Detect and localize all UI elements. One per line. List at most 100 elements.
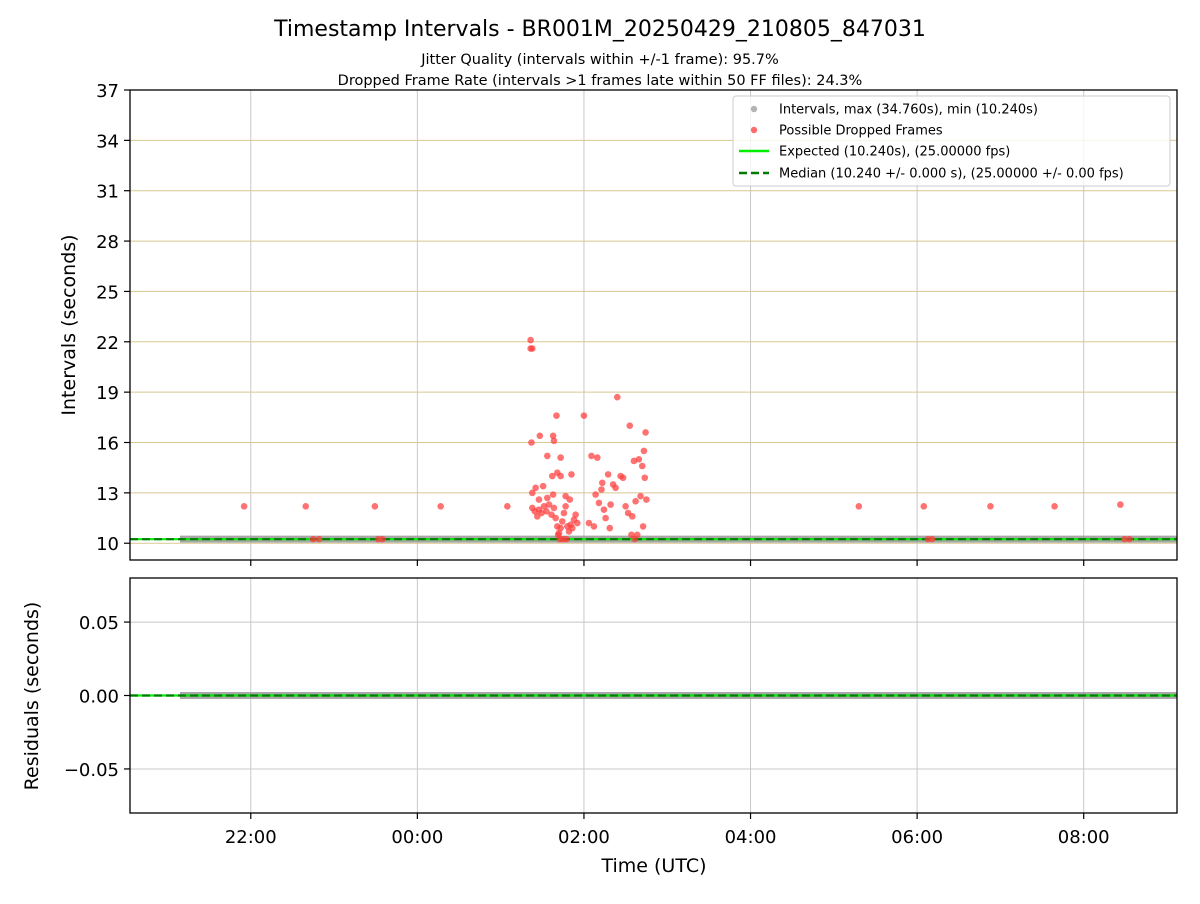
dropped-frame-point-2: [309, 535, 317, 543]
dropped-frame-point-78: [622, 502, 629, 510]
dropped-frame-point-94: [631, 535, 639, 543]
dropped-frame-point-74: [606, 524, 614, 532]
dropped-frame-point-27: [544, 494, 551, 502]
x-tick-label-2: 02:00: [558, 827, 610, 848]
dropped-frame-point-88: [639, 523, 647, 530]
dropped-frame-point-44: [557, 524, 564, 532]
dropped-frame-point-86: [637, 492, 644, 500]
dropped-frame-point-22: [568, 471, 575, 478]
dropped-frame-point-6: [379, 535, 386, 543]
dropped-frame-point-82: [630, 457, 638, 465]
legend-box: [732, 95, 1171, 187]
legend-label-intervals: Intervals, max (34.760s), min (10.240s): [779, 103, 1038, 118]
dropped-frame-point-28: [549, 491, 557, 498]
top-y-tick-label-3: 19: [96, 383, 119, 404]
legend: Intervals, max (34.760s), min (10.240s) …: [732, 95, 1171, 187]
chart-title: Timestamp Intervals - BR001M_20250429_21…: [273, 17, 926, 42]
bottom-panel-axes: −0.05 0.00 0.05 22:00 00:00 02:00 04:00 06:00 08…: [64, 577, 1178, 848]
x-tick-label-4: 06:00: [891, 827, 943, 848]
dropped-frame-point-15: [550, 437, 558, 445]
dropped-frame-point-37: [543, 508, 550, 515]
dropped-frame-point-64: [592, 491, 599, 498]
legend-label-dropped: Possible Dropped Frames: [779, 124, 943, 139]
top-y-tick-label-0: 10: [96, 534, 119, 555]
dropped-frame-point-91: [642, 429, 649, 436]
dropped-frame-point-47: [562, 502, 569, 510]
dropped-frame-point-51: [568, 524, 576, 532]
top-y-axis-label: Intervals (seconds): [58, 234, 80, 415]
top-y-tick-label-5: 25: [96, 282, 119, 303]
dropped-frame-point-71: [607, 501, 614, 508]
dropped-frame-point-9: [527, 336, 534, 344]
legend-marker-intervals: [750, 105, 758, 113]
dropped-frame-point-98: [928, 535, 936, 543]
dropped-frame-point-1: [302, 502, 310, 510]
dropped-frame-point-17: [544, 452, 551, 460]
dropped-frame-point-8: [504, 502, 511, 510]
dropped-frame-point-80: [626, 422, 634, 430]
dropped-frame-point-0: [240, 502, 248, 510]
legend-marker-dropped: [750, 126, 758, 134]
dropped-frame-point-12: [528, 439, 535, 446]
dropped-frame-point-60: [588, 452, 595, 460]
dropped-frame-point-11: [529, 345, 536, 352]
dropped-frame-point-89: [640, 447, 648, 455]
chart-subtitle-dropped: Dropped Frame Rate (intervals >1 frames …: [338, 73, 863, 89]
dropped-frame-point-54: [573, 519, 581, 527]
dropped-frame-point-23: [532, 484, 539, 492]
dropped-frame-point-77: [619, 474, 627, 482]
dropped-frame-point-68: [600, 506, 608, 513]
dropped-frame-point-30: [566, 496, 574, 503]
dropped-frame-point-65: [595, 499, 603, 507]
x-tick-label-5: 08:00: [1058, 827, 1110, 848]
dropped-frame-point-40: [550, 504, 558, 512]
bottom-y-tick-label-2: 0.05: [79, 613, 119, 634]
dropped-frame-point-59: [580, 412, 588, 419]
x-tick-label-1: 00:00: [391, 827, 443, 848]
dropped-frame-point-95: [855, 502, 863, 510]
dropped-frame-point-90: [641, 474, 649, 482]
top-y-tick-label-6: 28: [96, 232, 119, 253]
bottom-y-tick-label-1: 0.00: [79, 687, 119, 708]
chart-subtitle-jitter: Jitter Quality (intervals within +/-1 fr…: [420, 52, 779, 68]
dropped-frame-point-99: [987, 502, 994, 510]
dropped-frame-point-57: [563, 535, 570, 543]
x-tick-label-0: 22:00: [225, 827, 277, 848]
top-y-tick-label-2: 16: [96, 434, 119, 455]
dropped-frame-point-62: [585, 519, 593, 527]
dropped-frame-point-18: [557, 454, 564, 461]
top-panel-grid: [130, 89, 1177, 560]
dropped-frame-point-53: [572, 511, 579, 518]
bottom-y-tick-label-0: −0.05: [64, 760, 119, 781]
dropped-frame-point-101: [1117, 501, 1124, 508]
top-y-tick-label-1: 13: [96, 484, 119, 505]
bottom-y-axis-label: Residuals (seconds): [21, 602, 43, 791]
dropped-frame-point-103: [1126, 535, 1133, 543]
dropped-frame-point-81: [628, 513, 636, 520]
top-y-tick-label-4: 22: [96, 333, 119, 354]
top-y-tick-label-8: 34: [96, 131, 119, 152]
dropped-frame-point-96: [920, 502, 928, 510]
dropped-frame-point-25: [529, 489, 536, 497]
dropped-frame-point-73: [612, 484, 619, 492]
dropped-frame-point-38: [545, 501, 553, 508]
dropped-frame-point-102: [1121, 535, 1128, 543]
dropped-frame-point-14: [549, 432, 557, 440]
dropped-frame-point-3: [315, 535, 323, 543]
legend-label-median: Median (10.240 +/- 0.000 s), (25.00000 +…: [779, 167, 1124, 182]
dropped-frame-point-100: [1051, 502, 1058, 510]
top-panel-frame: [129, 89, 1178, 561]
dropped-frame-point-83: [632, 497, 639, 505]
dropped-frame-point-36: [540, 502, 548, 510]
x-axis-label: Time (UTC): [600, 855, 706, 877]
dropped-frame-point-26: [535, 496, 543, 503]
dropped-frame-point-75: [613, 393, 621, 401]
legend-label-expected: Expected (10.240s), (25.00000 fps): [779, 145, 1010, 160]
top-y-tick-label-9: 37: [96, 81, 119, 102]
bottom-panel-frame: [129, 577, 1178, 814]
dropped-frame-point-41: [552, 514, 559, 522]
top-panel-axes: 10 13 16 19 22 25 28 31 34 37: [96, 81, 1178, 566]
dropped-frame-point-35: [538, 509, 545, 517]
